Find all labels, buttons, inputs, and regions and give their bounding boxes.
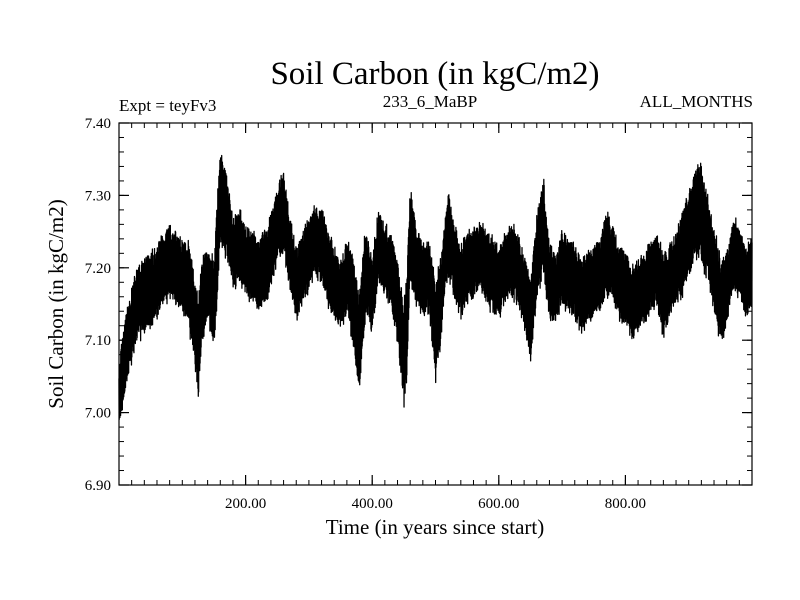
y-tick-label: 7.20 [85, 261, 111, 277]
y-tick-label: 7.00 [85, 406, 111, 422]
experiment-label: Expt = teyFv3 [119, 96, 216, 115]
months-label: ALL_MONTHS [640, 92, 753, 111]
x-axis-label: Time (in years since start) [326, 515, 545, 539]
x-axis: 200.00 400.00 600.00 800.00 [131, 123, 740, 512]
soil-carbon-series-line [118, 154, 753, 421]
x-tick-label: 400.00 [352, 496, 393, 512]
y-tick-label: 7.30 [85, 188, 111, 204]
period-label: 233_6_MaBP [383, 92, 477, 111]
y-axis-label: Soil Carbon (in kgC/m2) [44, 199, 68, 408]
y-tick-label: 6.90 [85, 478, 111, 494]
x-tick-label: 600.00 [478, 496, 519, 512]
x-tick-label: 200.00 [225, 496, 266, 512]
chart-title: Soil Carbon (in kgC/m2) [270, 56, 599, 92]
x-tick-label: 800.00 [605, 496, 646, 512]
plot-series-group [118, 154, 753, 421]
y-tick-label: 7.40 [85, 116, 111, 132]
y-axis: 6.90 7.00 7.10 7.20 7.30 7.40 [85, 116, 752, 494]
y-tick-label: 7.10 [85, 333, 111, 349]
